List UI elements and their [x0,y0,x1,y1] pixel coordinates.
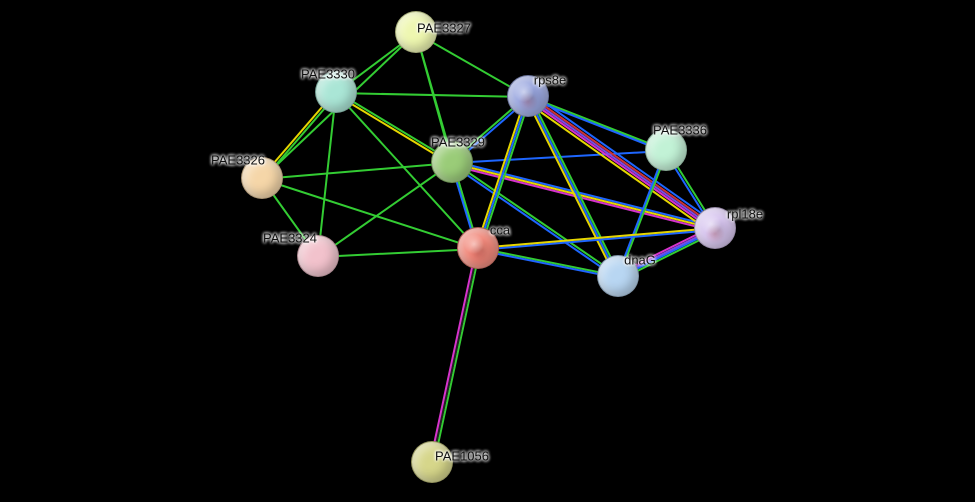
network-node-pae3327[interactable] [395,11,437,53]
network-edge [262,162,452,180]
network-edge [529,96,621,277]
network-edge [451,164,714,232]
network-edge [452,160,715,228]
network-edge [452,162,715,230]
network-node-pae3336[interactable] [645,129,687,171]
network-edge [530,93,718,227]
network-node-pae3326[interactable] [241,157,283,199]
network-node-dnag[interactable] [597,255,639,297]
network-node-pae3330[interactable] [315,71,357,113]
network-edge [262,178,479,250]
network-node-rpl18e[interactable] [694,207,736,249]
network-node-cca[interactable] [457,227,499,269]
network-edge [527,96,715,230]
network-edge [478,227,715,249]
network-edge [317,162,452,258]
network-edge [529,94,717,228]
network-edge [318,248,478,258]
network-edge [452,150,666,164]
network-diagram: PAE3327PAE3330rps8ePAE3326PAE3329PAE3336… [0,0,975,502]
network-node-rps8e[interactable] [507,75,549,117]
network-edge [477,97,529,250]
network-node-pae3324[interactable] [297,235,339,277]
network-edge [431,249,479,463]
network-node-pae3329[interactable] [431,141,473,183]
network-edge [526,98,714,232]
network-edge [336,92,528,98]
network-edge [475,96,527,249]
network-node-pae1056[interactable] [411,441,453,483]
network-edge [429,248,477,462]
network-edge [317,93,337,257]
network-edge [479,97,531,250]
network-edge [527,97,619,278]
network-edge [433,249,481,463]
network-edge [525,98,617,279]
network-edge [478,229,715,251]
network-edge [525,100,713,234]
